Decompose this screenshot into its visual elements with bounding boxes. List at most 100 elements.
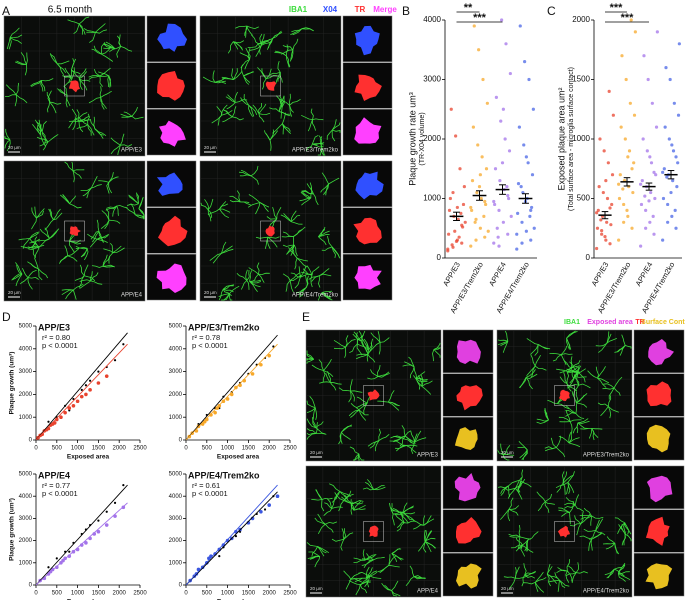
scale-label: 20 µm <box>501 586 514 591</box>
microglia-process <box>319 268 330 277</box>
microglia-process <box>301 114 313 120</box>
data-point <box>623 137 627 141</box>
regression-line <box>35 502 128 586</box>
data-point <box>475 190 479 195</box>
microglia-process <box>29 232 39 239</box>
data-point <box>509 214 513 218</box>
y-tick-label: 3000 <box>169 369 183 375</box>
microglia-process <box>353 453 360 461</box>
microglia-process <box>309 182 314 194</box>
data-point <box>500 161 505 165</box>
microglia-process <box>562 474 574 484</box>
y-tick-label: 3000 <box>423 75 441 84</box>
data-point <box>105 510 108 513</box>
microglia-process <box>595 518 604 531</box>
data-point <box>644 226 648 230</box>
microglia-process <box>222 289 232 297</box>
microglia-process <box>290 274 302 282</box>
data-point <box>234 535 238 538</box>
microglia-process <box>350 390 355 402</box>
microglia-process <box>377 371 390 377</box>
x-tick-label: 2000 <box>263 446 277 452</box>
microglia-process <box>614 543 620 555</box>
microglia-process <box>502 341 509 353</box>
microglia-process <box>568 431 573 444</box>
microglia-process <box>72 170 75 183</box>
microglia-process <box>567 570 573 582</box>
data-point <box>218 555 221 558</box>
data-point <box>267 503 272 507</box>
data-point <box>263 508 267 511</box>
data-point <box>642 54 646 58</box>
microglia-process <box>240 64 244 77</box>
microglia-process <box>500 443 504 455</box>
data-point <box>675 185 679 189</box>
data-point <box>67 406 72 410</box>
microglia-process <box>369 342 381 353</box>
microglia-process <box>322 290 333 293</box>
y-tick-label: 4000 <box>19 346 33 352</box>
annotation: p < 0.0001 <box>42 489 78 498</box>
microglia-process <box>265 68 272 80</box>
microglia-process <box>207 208 220 216</box>
y-tick-label: 2000 <box>572 15 590 24</box>
data-point <box>661 170 665 174</box>
microglia-process <box>330 381 342 385</box>
image-label: APP/E3/Trem2ko <box>583 453 630 459</box>
microglia-process <box>49 101 57 114</box>
data-point <box>595 211 599 215</box>
data-point <box>446 247 450 251</box>
data-point <box>630 167 634 171</box>
microglia-process <box>245 269 248 281</box>
microglia-process <box>355 584 361 596</box>
microglia-process <box>274 52 287 57</box>
microglia-process <box>65 289 74 300</box>
microglia-process <box>226 102 236 110</box>
data-point <box>640 179 644 183</box>
microglia-process <box>322 370 326 383</box>
microglia-process <box>606 536 616 544</box>
microglia-process <box>10 34 23 38</box>
x-tick-label: 500 <box>52 591 63 597</box>
microglia-process <box>351 501 355 511</box>
microglia-process <box>511 544 523 549</box>
data-point <box>482 214 486 218</box>
data-point <box>483 199 487 204</box>
data-point <box>447 232 451 236</box>
scale-label: 20 µm <box>204 145 217 150</box>
microglia-process <box>301 190 314 195</box>
microglia-process <box>305 275 308 288</box>
microglia-process <box>349 446 359 455</box>
microglia-process <box>311 499 323 501</box>
microglia-process <box>358 409 367 421</box>
data-point <box>450 243 454 247</box>
microglia-process <box>417 541 426 552</box>
microglia-process <box>229 195 241 203</box>
data-point <box>522 143 526 147</box>
microglia-process <box>415 377 428 382</box>
plaque <box>354 264 382 290</box>
microglia-process <box>9 37 22 44</box>
microglia-process <box>406 445 417 454</box>
microglia-process <box>218 289 224 301</box>
microglia-process <box>625 345 632 349</box>
microglia-process <box>67 248 80 257</box>
plaque <box>558 389 570 402</box>
microglia-process <box>71 67 75 79</box>
microglia-process <box>534 582 545 593</box>
microglia-process <box>614 517 625 524</box>
microglia-process <box>15 273 23 287</box>
microglia-process <box>233 40 244 44</box>
microglia-process <box>67 19 80 25</box>
microglia-process <box>572 422 579 434</box>
microglia-process <box>525 377 533 390</box>
microglia-process <box>102 265 115 268</box>
microglia-process <box>326 129 333 140</box>
microglia-process <box>413 576 426 579</box>
data-point <box>602 149 606 153</box>
microglia-process <box>78 68 87 79</box>
data-point <box>501 220 505 224</box>
plaque <box>354 74 382 101</box>
data-point <box>463 220 467 224</box>
plaque <box>456 385 483 411</box>
